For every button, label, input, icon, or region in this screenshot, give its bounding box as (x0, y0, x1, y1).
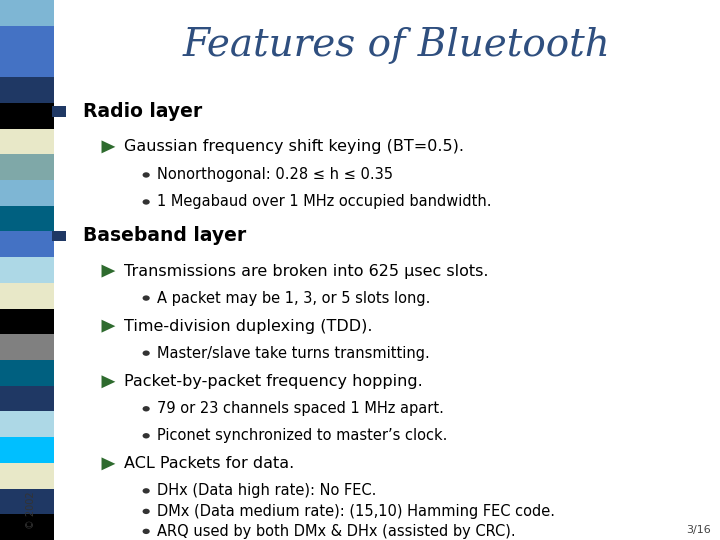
Text: A packet may be 1, 3, or 5 slots long.: A packet may be 1, 3, or 5 slots long. (157, 291, 431, 306)
Bar (0, 386, 54, 411)
Circle shape (143, 295, 150, 301)
Bar (0, 514, 54, 540)
Polygon shape (102, 375, 115, 388)
Bar (0, 463, 54, 489)
Bar (0, 206, 54, 232)
Bar (0, 334, 54, 360)
Bar (0, 154, 54, 180)
Polygon shape (102, 320, 115, 333)
Bar (0, 103, 54, 129)
Bar (0, 437, 54, 463)
Text: Piconet synchronized to master’s clock.: Piconet synchronized to master’s clock. (157, 428, 447, 443)
Text: Features of Bluetooth: Features of Bluetooth (182, 28, 610, 64)
Circle shape (143, 350, 150, 356)
Text: Transmissions are broken into 625 μsec slots.: Transmissions are broken into 625 μsec s… (124, 264, 488, 279)
Circle shape (143, 406, 150, 411)
Circle shape (143, 433, 150, 438)
Polygon shape (102, 140, 115, 153)
Bar (0, 411, 54, 437)
Text: 1 Megabaud over 1 MHz occupied bandwidth.: 1 Megabaud over 1 MHz occupied bandwidth… (157, 194, 492, 210)
Text: Gaussian frequency shift keying (BT=0.5).: Gaussian frequency shift keying (BT=0.5)… (124, 139, 464, 154)
Bar (0, 283, 54, 308)
Circle shape (143, 172, 150, 178)
Text: Packet-by-packet frequency hopping.: Packet-by-packet frequency hopping. (124, 374, 423, 389)
Polygon shape (102, 265, 115, 278)
Bar (0, 129, 54, 154)
Text: Baseband layer: Baseband layer (83, 226, 246, 246)
Bar (0, 180, 54, 206)
Bar (0, 0, 54, 26)
Bar (0, 257, 54, 283)
Text: 79 or 23 channels spaced 1 MHz apart.: 79 or 23 channels spaced 1 MHz apart. (157, 401, 444, 416)
Text: Nonorthogonal: 0.28 ≤ h ≤ 0.35: Nonorthogonal: 0.28 ≤ h ≤ 0.35 (157, 167, 393, 183)
Circle shape (143, 529, 150, 534)
Text: 3/16: 3/16 (687, 524, 711, 535)
Text: ACL Packets for data.: ACL Packets for data. (124, 456, 294, 471)
Bar (0, 77, 54, 103)
Circle shape (143, 488, 150, 494)
Text: © 2002: © 2002 (26, 491, 36, 529)
Polygon shape (102, 457, 115, 470)
Text: DHx (Data high rate): No FEC.: DHx (Data high rate): No FEC. (157, 483, 377, 498)
Bar (0, 232, 54, 257)
Bar (0, 360, 54, 386)
Circle shape (143, 199, 150, 205)
Bar (52, 231, 66, 241)
Bar (0, 26, 54, 51)
Text: ARQ used by both DMx & DHx (assisted by CRC).: ARQ used by both DMx & DHx (assisted by … (157, 524, 516, 539)
Bar (0, 308, 54, 334)
Text: Time-division duplexing (TDD).: Time-division duplexing (TDD). (124, 319, 372, 334)
Bar (0, 489, 54, 514)
Bar (52, 106, 66, 117)
Bar (0, 51, 54, 77)
Text: DMx (Data medium rate): (15,10) Hamming FEC code.: DMx (Data medium rate): (15,10) Hamming … (157, 504, 555, 519)
Circle shape (143, 509, 150, 514)
Text: Radio layer: Radio layer (83, 102, 202, 122)
Text: Master/slave take turns transmitting.: Master/slave take turns transmitting. (157, 346, 430, 361)
